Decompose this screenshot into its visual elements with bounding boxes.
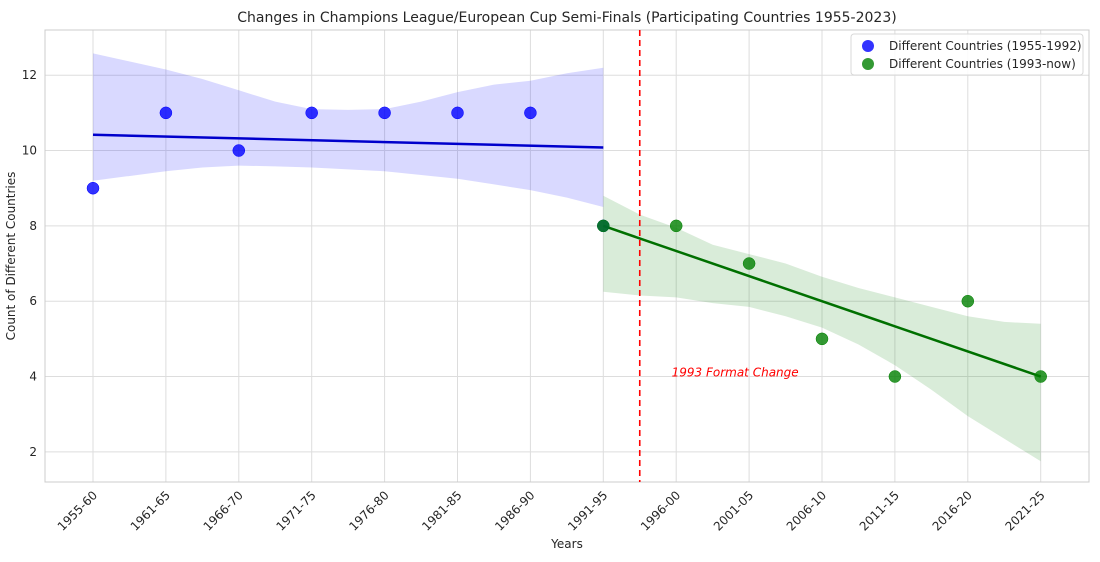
y-tick-label: 8 [29,219,37,233]
legend-marker-green [862,58,874,70]
legend-box [850,33,1084,76]
data-points [86,106,1047,383]
legend-label-1993-now: Different Countries (1993-now) [889,57,1076,71]
data-point [888,370,902,383]
data-point [451,106,464,120]
legend-marker-blue [862,40,874,52]
data-point [742,257,756,270]
data-point [669,219,683,233]
y-tick-label: 12 [22,68,37,82]
trend-line [602,224,1042,378]
data-point [815,332,829,346]
plot-frame [44,29,1090,483]
y-tick-label: 6 [29,294,37,308]
data-point [1034,370,1047,383]
y-tick-label: 2 [29,445,37,459]
y-tick-label: 10 [22,144,37,158]
data-point [961,294,975,308]
format-change-annotation: 1993 Format Change [672,366,799,380]
data-point [159,106,173,120]
confidence-bands [93,53,1041,462]
chart-title: Changes in Champions League/European Cup… [237,10,896,26]
legend-label-1955-1992: Different Countries (1955-1992) [889,39,1082,53]
data-point [524,106,537,120]
y-tick-labels: 2 4 6 8 10 12 [22,68,37,459]
data-point [305,106,318,120]
legend: Different Countries (1955-1992) Differen… [850,33,1084,76]
confidence-band [603,195,1041,462]
trend-lines [92,30,1042,482]
confidence-band [93,53,604,208]
data-point [597,219,610,233]
data-point [232,144,246,157]
data-point [86,181,100,195]
trend-line [92,133,604,149]
y-tick-label: 4 [29,370,37,384]
x-axis-label: Years [550,537,583,551]
y-axis-label: Count of Different Countries [4,172,18,341]
data-point [378,106,391,120]
